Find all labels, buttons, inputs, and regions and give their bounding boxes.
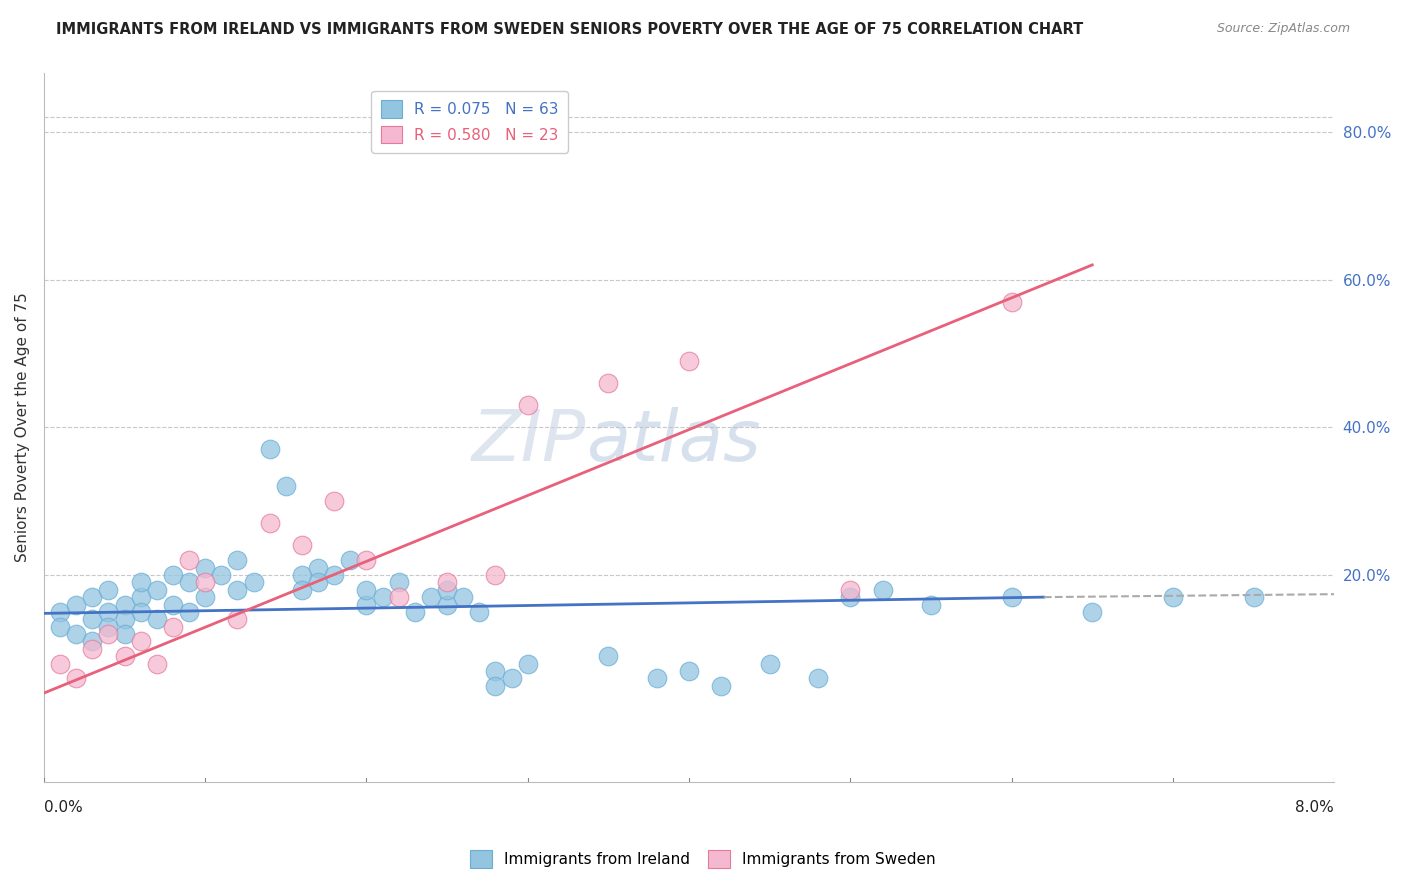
Point bbox=[371, 590, 394, 604]
Point bbox=[162, 568, 184, 582]
Point bbox=[259, 442, 281, 457]
Point bbox=[598, 376, 620, 390]
Point bbox=[146, 612, 169, 626]
Point bbox=[872, 582, 894, 597]
Point bbox=[1000, 590, 1022, 604]
Point bbox=[129, 590, 152, 604]
Point bbox=[114, 598, 136, 612]
Point bbox=[1000, 294, 1022, 309]
Point bbox=[758, 657, 780, 671]
Point bbox=[177, 605, 200, 619]
Point bbox=[82, 612, 104, 626]
Point bbox=[49, 657, 72, 671]
Point bbox=[516, 657, 538, 671]
Point bbox=[226, 612, 249, 626]
Point bbox=[307, 560, 329, 574]
Point bbox=[291, 582, 314, 597]
Point bbox=[291, 538, 314, 552]
Point bbox=[420, 590, 443, 604]
Point bbox=[1081, 605, 1104, 619]
Point bbox=[356, 582, 378, 597]
Text: 8.0%: 8.0% bbox=[1295, 800, 1334, 815]
Point bbox=[484, 679, 506, 693]
Point bbox=[388, 590, 411, 604]
Point bbox=[1243, 590, 1265, 604]
Text: IMMIGRANTS FROM IRELAND VS IMMIGRANTS FROM SWEDEN SENIORS POVERTY OVER THE AGE O: IMMIGRANTS FROM IRELAND VS IMMIGRANTS FR… bbox=[56, 22, 1084, 37]
Point bbox=[194, 560, 217, 574]
Point bbox=[49, 605, 72, 619]
Point bbox=[451, 590, 474, 604]
Point bbox=[97, 582, 120, 597]
Point bbox=[356, 553, 378, 567]
Point bbox=[259, 516, 281, 531]
Point bbox=[307, 575, 329, 590]
Point bbox=[129, 634, 152, 648]
Point bbox=[97, 620, 120, 634]
Point bbox=[678, 664, 700, 678]
Point bbox=[49, 620, 72, 634]
Legend: R = 0.075   N = 63, R = 0.580   N = 23: R = 0.075 N = 63, R = 0.580 N = 23 bbox=[371, 91, 568, 153]
Point bbox=[291, 568, 314, 582]
Point bbox=[209, 568, 232, 582]
Point bbox=[82, 634, 104, 648]
Point bbox=[436, 582, 458, 597]
Point bbox=[678, 354, 700, 368]
Point bbox=[920, 598, 942, 612]
Point bbox=[162, 598, 184, 612]
Legend: Immigrants from Ireland, Immigrants from Sweden: Immigrants from Ireland, Immigrants from… bbox=[464, 844, 942, 873]
Text: ZIP: ZIP bbox=[471, 407, 586, 476]
Point bbox=[501, 671, 523, 685]
Point bbox=[114, 649, 136, 664]
Point bbox=[177, 553, 200, 567]
Point bbox=[807, 671, 830, 685]
Point bbox=[129, 605, 152, 619]
Point bbox=[65, 627, 87, 641]
Point bbox=[194, 590, 217, 604]
Point bbox=[194, 575, 217, 590]
Y-axis label: Seniors Poverty Over the Age of 75: Seniors Poverty Over the Age of 75 bbox=[15, 293, 30, 562]
Point bbox=[323, 568, 346, 582]
Point bbox=[468, 605, 491, 619]
Point bbox=[82, 641, 104, 656]
Point bbox=[339, 553, 361, 567]
Point bbox=[388, 575, 411, 590]
Point bbox=[356, 598, 378, 612]
Text: Source: ZipAtlas.com: Source: ZipAtlas.com bbox=[1216, 22, 1350, 36]
Point bbox=[226, 582, 249, 597]
Point bbox=[242, 575, 264, 590]
Point bbox=[484, 568, 506, 582]
Point bbox=[436, 598, 458, 612]
Point bbox=[645, 671, 668, 685]
Point bbox=[1161, 590, 1184, 604]
Point bbox=[129, 575, 152, 590]
Point bbox=[274, 479, 297, 493]
Point bbox=[114, 627, 136, 641]
Point bbox=[226, 553, 249, 567]
Point bbox=[146, 657, 169, 671]
Point bbox=[839, 590, 862, 604]
Text: atlas: atlas bbox=[586, 407, 761, 476]
Point bbox=[323, 494, 346, 508]
Point bbox=[710, 679, 733, 693]
Point bbox=[114, 612, 136, 626]
Point bbox=[516, 398, 538, 412]
Point bbox=[404, 605, 426, 619]
Point bbox=[162, 620, 184, 634]
Text: 0.0%: 0.0% bbox=[44, 800, 83, 815]
Point bbox=[839, 582, 862, 597]
Point bbox=[82, 590, 104, 604]
Point bbox=[436, 575, 458, 590]
Point bbox=[65, 671, 87, 685]
Point bbox=[484, 664, 506, 678]
Point bbox=[97, 627, 120, 641]
Point bbox=[146, 582, 169, 597]
Point bbox=[177, 575, 200, 590]
Point bbox=[97, 605, 120, 619]
Point bbox=[598, 649, 620, 664]
Point bbox=[65, 598, 87, 612]
